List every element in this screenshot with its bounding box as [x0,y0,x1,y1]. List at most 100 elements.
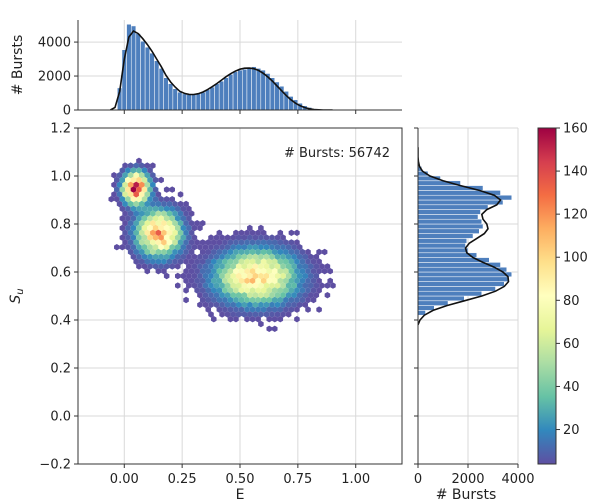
hexbin-cell [136,176,142,184]
top-y-tick-label: 4000 [38,36,71,51]
hexbin-cell [285,272,292,280]
hexbin-cell [244,248,250,256]
hexbin-cell [247,272,253,280]
top-kde-curve [110,29,333,110]
right-histogram-bar [418,286,496,292]
right-histogram-bar [418,300,449,306]
hexbin-cell [141,244,148,251]
hexbin-cell [188,239,195,246]
hexbin-cell [263,263,270,270]
hexbin-cell [263,282,270,289]
hexbin-cell [291,292,297,299]
hexbin-cell [252,272,259,280]
hexbin-cell [277,258,284,265]
hexbin-cell [161,200,167,208]
colorbar: 20 40 60 80 100 120 140 160 [537,122,588,465]
hexbin-cell [222,306,228,313]
hexbin-cell [222,239,228,246]
hexbin-cell [174,215,181,222]
hexbin-cell [222,296,228,304]
hexbin-cell [252,282,259,289]
top-y-axis-label: # Bursts [10,35,26,96]
right-histogram-bar [418,209,481,215]
hexbin-cell [150,162,156,169]
hexbin-cell [186,224,192,232]
hexbin-cell [235,282,242,289]
hexbin-cell [191,234,198,241]
hexbin-cell [208,244,214,251]
hexbin-cell [308,292,314,299]
hexbin-cell [147,176,153,184]
hexbin-cell [319,263,325,270]
hexbin-cell [324,292,331,299]
hexbin-cell [191,224,198,232]
hexbin-cell [205,239,212,246]
top-histogram-bar [144,46,150,110]
hexbin-cell [161,258,167,265]
hexbin-cell [260,268,267,275]
hexbin-cell [183,229,189,236]
hexbin-cell [271,316,278,323]
hexbin-cell [119,176,126,184]
hexbin-cell [299,248,306,256]
hexbin-cell [152,234,159,241]
hexbin-cell [244,316,250,323]
top-histogram-bar [237,69,243,110]
hexbin-cell [127,162,134,169]
right-histogram-bar [418,271,512,278]
hexbin-cell [144,220,151,227]
hexbin-cell [274,282,281,289]
hexbin-cell [313,282,320,289]
hexbin-cell [263,301,270,308]
hexbin-cell [291,282,297,289]
colorbar-tick-label: 120 [563,208,588,223]
hexbin-cell [133,229,139,236]
right-kde-curve [418,147,510,326]
hexbin-cell [285,253,292,260]
hexbin-cell [244,287,250,294]
right-marginal-panel: 0 2000 4000 # Bursts [414,127,535,503]
hexbin-cell [211,248,217,256]
hexbin-cell [277,296,284,304]
hexbin-cell [169,186,175,193]
top-histogram-bar [154,60,160,110]
hexbin-cell [271,306,278,313]
hexbin-cell [230,244,236,251]
hexbin-cell [233,316,239,323]
hexbin-cell [258,272,264,280]
hexbin-cell [199,239,206,246]
hexbin-cell [280,253,286,260]
hexbin-cell [219,292,225,299]
hexbin-cell [213,282,220,289]
hexbin-cell [266,258,272,265]
hexbin-cell [152,263,159,270]
hexbin-cell [188,277,195,284]
hexbin-cell [283,306,289,313]
hexbin-cell [283,277,289,284]
hexbin-cell [241,292,248,299]
hexbin-cell [235,292,242,299]
hexbin-cell [152,244,159,251]
hexbin-cell [277,316,284,323]
hexbin-cell [241,244,248,251]
hexbin-cell [144,239,151,246]
colorbar-ticks: 20 40 60 80 100 120 140 160 [556,122,588,438]
hexbin-cell [310,277,317,284]
hexbin-cell [211,316,217,323]
joint-x-tick-label: 0.25 [168,472,197,487]
hexbin-cell [197,253,203,260]
hexbin-cell [152,224,159,232]
hexbin-cell [260,258,267,265]
hexbin-cell [183,277,189,284]
hexbin-cell [241,301,248,308]
hexbin-cell [114,186,120,193]
hexbin-cell [288,296,295,304]
hexbin-cell [147,263,153,270]
hexbin-cell [152,196,159,203]
hexbin-cell [252,311,259,318]
hexbin-cell [235,263,242,270]
hexbin-cell [152,205,159,212]
hexbin-cell [260,248,267,256]
hexbin-cell [271,277,278,284]
hexbin-cell [119,215,126,222]
